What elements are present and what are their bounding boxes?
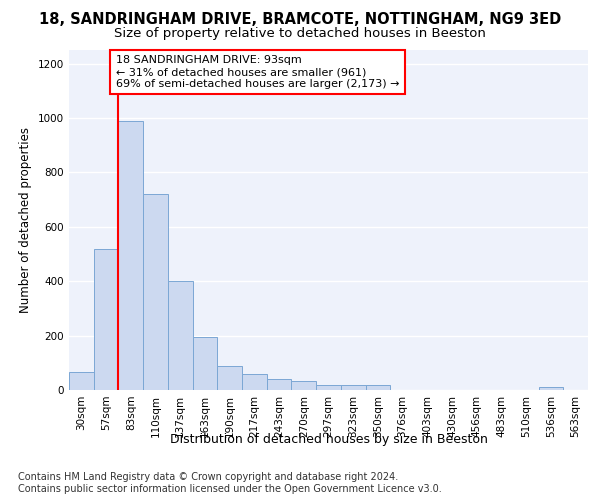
Bar — [316, 385, 341, 390]
Bar — [69, 372, 94, 390]
Text: 18, SANDRINGHAM DRIVE, BRAMCOTE, NOTTINGHAM, NG9 3ED: 18, SANDRINGHAM DRIVE, BRAMCOTE, NOTTING… — [39, 12, 561, 28]
Bar — [341, 386, 365, 390]
Bar — [118, 120, 143, 390]
Text: Contains public sector information licensed under the Open Government Licence v3: Contains public sector information licen… — [18, 484, 442, 494]
Bar — [242, 374, 267, 390]
Y-axis label: Number of detached properties: Number of detached properties — [19, 127, 32, 313]
Bar — [94, 248, 118, 390]
Bar — [539, 388, 563, 390]
Bar — [143, 194, 168, 390]
Text: Distribution of detached houses by size in Beeston: Distribution of detached houses by size … — [170, 432, 488, 446]
Text: 18 SANDRINGHAM DRIVE: 93sqm
← 31% of detached houses are smaller (961)
69% of se: 18 SANDRINGHAM DRIVE: 93sqm ← 31% of det… — [116, 56, 400, 88]
Bar — [365, 384, 390, 390]
Bar — [267, 379, 292, 390]
Bar — [292, 382, 316, 390]
Bar — [217, 366, 242, 390]
Text: Size of property relative to detached houses in Beeston: Size of property relative to detached ho… — [114, 28, 486, 40]
Bar — [193, 337, 217, 390]
Bar — [168, 281, 193, 390]
Text: Contains HM Land Registry data © Crown copyright and database right 2024.: Contains HM Land Registry data © Crown c… — [18, 472, 398, 482]
